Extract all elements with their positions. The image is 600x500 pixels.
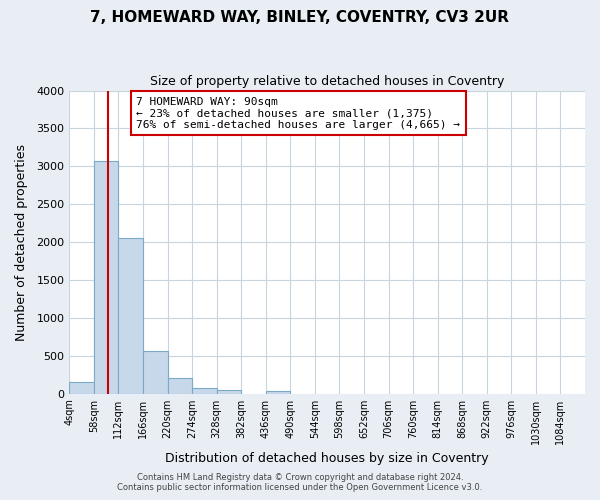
X-axis label: Distribution of detached houses by size in Coventry: Distribution of detached houses by size …: [166, 452, 489, 465]
Bar: [192, 388, 217, 394]
Bar: [143, 351, 167, 394]
Bar: [118, 238, 143, 394]
Y-axis label: Number of detached properties: Number of detached properties: [15, 144, 28, 340]
Bar: [217, 390, 241, 394]
Bar: [94, 161, 118, 394]
Bar: [266, 392, 290, 394]
Bar: [70, 382, 94, 394]
Bar: [167, 378, 192, 394]
Title: Size of property relative to detached houses in Coventry: Size of property relative to detached ho…: [150, 75, 505, 88]
Text: 7 HOMEWARD WAY: 90sqm
← 23% of detached houses are smaller (1,375)
76% of semi-d: 7 HOMEWARD WAY: 90sqm ← 23% of detached …: [136, 96, 460, 130]
Text: Contains HM Land Registry data © Crown copyright and database right 2024.
Contai: Contains HM Land Registry data © Crown c…: [118, 473, 482, 492]
Text: 7, HOMEWARD WAY, BINLEY, COVENTRY, CV3 2UR: 7, HOMEWARD WAY, BINLEY, COVENTRY, CV3 2…: [91, 10, 509, 25]
